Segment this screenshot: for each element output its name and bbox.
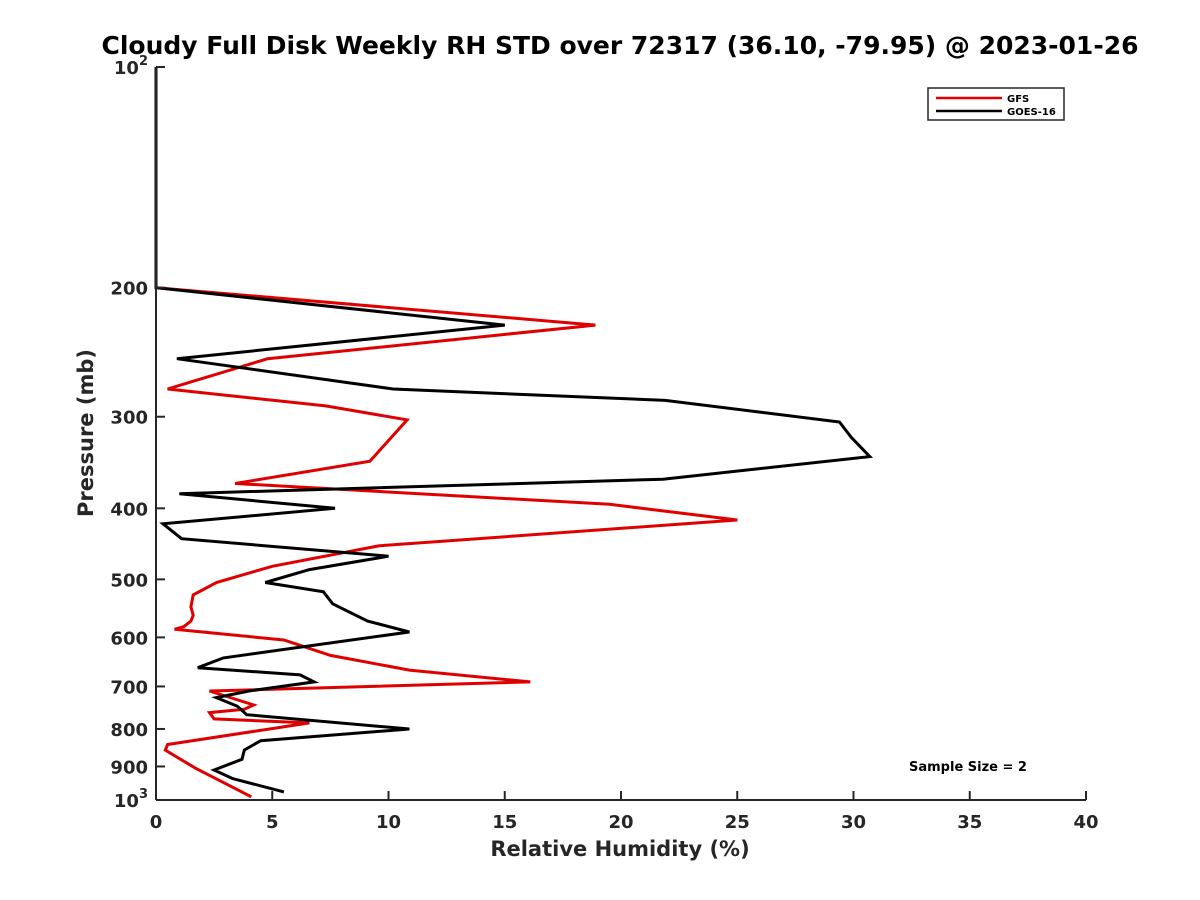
legend-label: GOES-16 [1007, 107, 1056, 118]
y-tick-label: 400 [110, 499, 148, 520]
y-tick-label: 103 [114, 787, 148, 812]
x-tick-label: 5 [266, 812, 279, 833]
series-line-goes-16 [154, 67, 874, 794]
y-tick-label: 102 [114, 54, 148, 79]
x-tick-label: 30 [841, 812, 866, 833]
legend-label: GFS [1007, 94, 1029, 105]
sample-size-annotation: Sample Size = 2 [909, 760, 1027, 775]
x-tick-label: 40 [1073, 812, 1098, 833]
legend-box [927, 87, 1065, 121]
x-axis-label: Relative Humidity (%) [490, 837, 749, 861]
legend: GFS GOES-16 [927, 87, 1065, 121]
x-tick-label: 0 [150, 812, 163, 833]
x-tick-label: 20 [608, 812, 633, 833]
y-tick-label: 200 [110, 279, 148, 300]
x-tick-label: 15 [492, 812, 517, 833]
x-tick-label: 35 [957, 812, 982, 833]
y-tick-label: 300 [110, 408, 148, 429]
y-tick-label: 800 [110, 720, 148, 741]
y-tick-label: 900 [110, 757, 148, 778]
y-tick-label: 700 [110, 677, 148, 698]
plot-area: 0 5 10 15 20 25 30 35 40 102 200 300 400 500 600 700 800… [110, 54, 1098, 833]
y-tick-label: 500 [110, 570, 148, 591]
chart-title: Cloudy Full Disk Weekly RH STD over 7231… [101, 31, 1138, 60]
series-line-gfs [154, 67, 738, 799]
y-tick-label: 600 [110, 628, 148, 649]
y-axis-label: Pressure (mb) [74, 349, 98, 517]
x-tick-label: 25 [725, 812, 750, 833]
x-tick-label: 10 [376, 812, 401, 833]
